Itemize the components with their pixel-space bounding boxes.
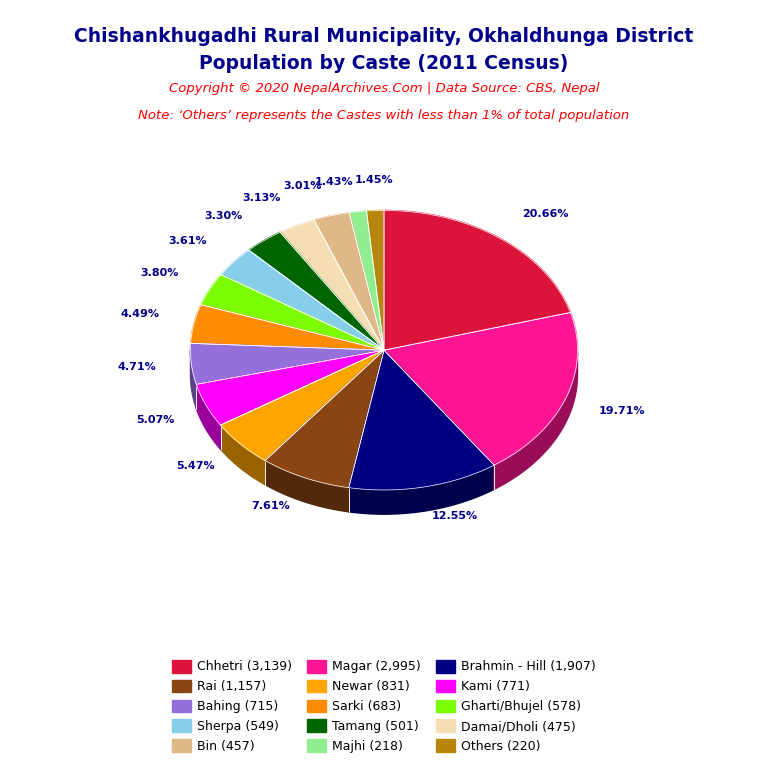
Polygon shape bbox=[220, 425, 265, 485]
Polygon shape bbox=[314, 213, 384, 350]
Text: 1.45%: 1.45% bbox=[354, 175, 393, 185]
Polygon shape bbox=[349, 350, 494, 490]
Text: 3.13%: 3.13% bbox=[243, 193, 281, 203]
Text: Copyright © 2020 NepalArchives.Com | Data Source: CBS, Nepal: Copyright © 2020 NepalArchives.Com | Dat… bbox=[169, 82, 599, 95]
Text: Note: ‘Others’ represents the Castes with less than 1% of total population: Note: ‘Others’ represents the Castes wit… bbox=[138, 109, 630, 122]
Polygon shape bbox=[349, 465, 494, 514]
Polygon shape bbox=[280, 220, 384, 350]
Polygon shape bbox=[494, 353, 578, 489]
Polygon shape bbox=[221, 250, 384, 350]
Legend: Chhetri (3,139), Rai (1,157), Bahing (715), Sherpa (549), Bin (457), Magar (2,99: Chhetri (3,139), Rai (1,157), Bahing (71… bbox=[167, 655, 601, 758]
Polygon shape bbox=[190, 343, 384, 384]
Polygon shape bbox=[197, 384, 220, 449]
Polygon shape bbox=[190, 350, 197, 409]
Text: 4.49%: 4.49% bbox=[121, 309, 160, 319]
Polygon shape bbox=[249, 232, 384, 350]
Text: 3.30%: 3.30% bbox=[204, 211, 242, 221]
Text: 3.01%: 3.01% bbox=[283, 181, 322, 191]
Text: Population by Caste (2011 Census): Population by Caste (2011 Census) bbox=[200, 54, 568, 73]
Text: Chishankhugadhi Rural Municipality, Okhaldhunga District: Chishankhugadhi Rural Municipality, Okha… bbox=[74, 27, 694, 46]
Text: 5.07%: 5.07% bbox=[136, 415, 174, 425]
Text: 5.47%: 5.47% bbox=[177, 461, 215, 471]
Text: 12.55%: 12.55% bbox=[432, 511, 478, 521]
Polygon shape bbox=[197, 350, 384, 425]
Polygon shape bbox=[384, 210, 571, 350]
Polygon shape bbox=[265, 350, 384, 488]
Text: 19.71%: 19.71% bbox=[599, 406, 645, 416]
Text: 7.61%: 7.61% bbox=[252, 501, 290, 511]
Polygon shape bbox=[265, 461, 349, 511]
Text: 3.80%: 3.80% bbox=[140, 268, 178, 278]
Polygon shape bbox=[384, 313, 578, 465]
Text: 20.66%: 20.66% bbox=[522, 209, 568, 219]
Text: 3.61%: 3.61% bbox=[168, 236, 207, 246]
Polygon shape bbox=[349, 211, 384, 350]
Polygon shape bbox=[220, 350, 384, 461]
Polygon shape bbox=[190, 305, 384, 350]
Text: 4.71%: 4.71% bbox=[118, 362, 157, 372]
Text: 1.43%: 1.43% bbox=[314, 177, 353, 187]
Polygon shape bbox=[201, 275, 384, 350]
Polygon shape bbox=[366, 210, 384, 350]
